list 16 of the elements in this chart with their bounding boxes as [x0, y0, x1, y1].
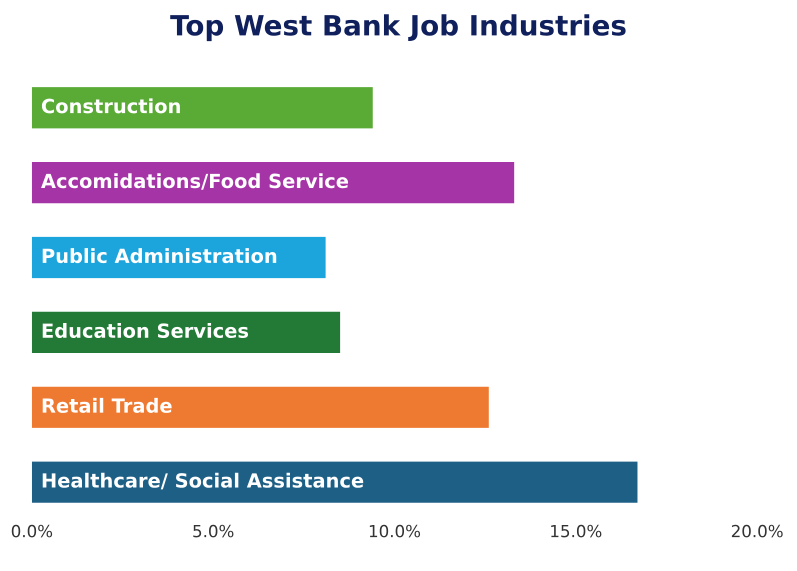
x-tick-label: 10.0%	[370, 524, 420, 538]
y-tick-label: Education Services	[42, 322, 248, 338]
chart-title: Top West Bank Job Industries	[170, 14, 626, 42]
y-tick-label: Public Administration	[42, 248, 276, 264]
x-tick-label: 0.0%	[12, 524, 52, 538]
bar	[32, 87, 373, 128]
bar	[32, 462, 638, 503]
x-tick-label: 5.0%	[193, 524, 234, 538]
bar	[32, 386, 489, 428]
x-tick-label: 15.0%	[551, 524, 602, 538]
bar	[32, 162, 514, 204]
y-tick-label: Accomidations/Food Service	[41, 173, 348, 190]
x-tick-label: 20.0%	[732, 524, 783, 538]
y-tick-label: Retail Trade	[42, 398, 172, 413]
y-tick-label: Healthcare/ Social Assistance	[42, 472, 364, 490]
y-tick-label: Construction	[42, 98, 180, 114]
